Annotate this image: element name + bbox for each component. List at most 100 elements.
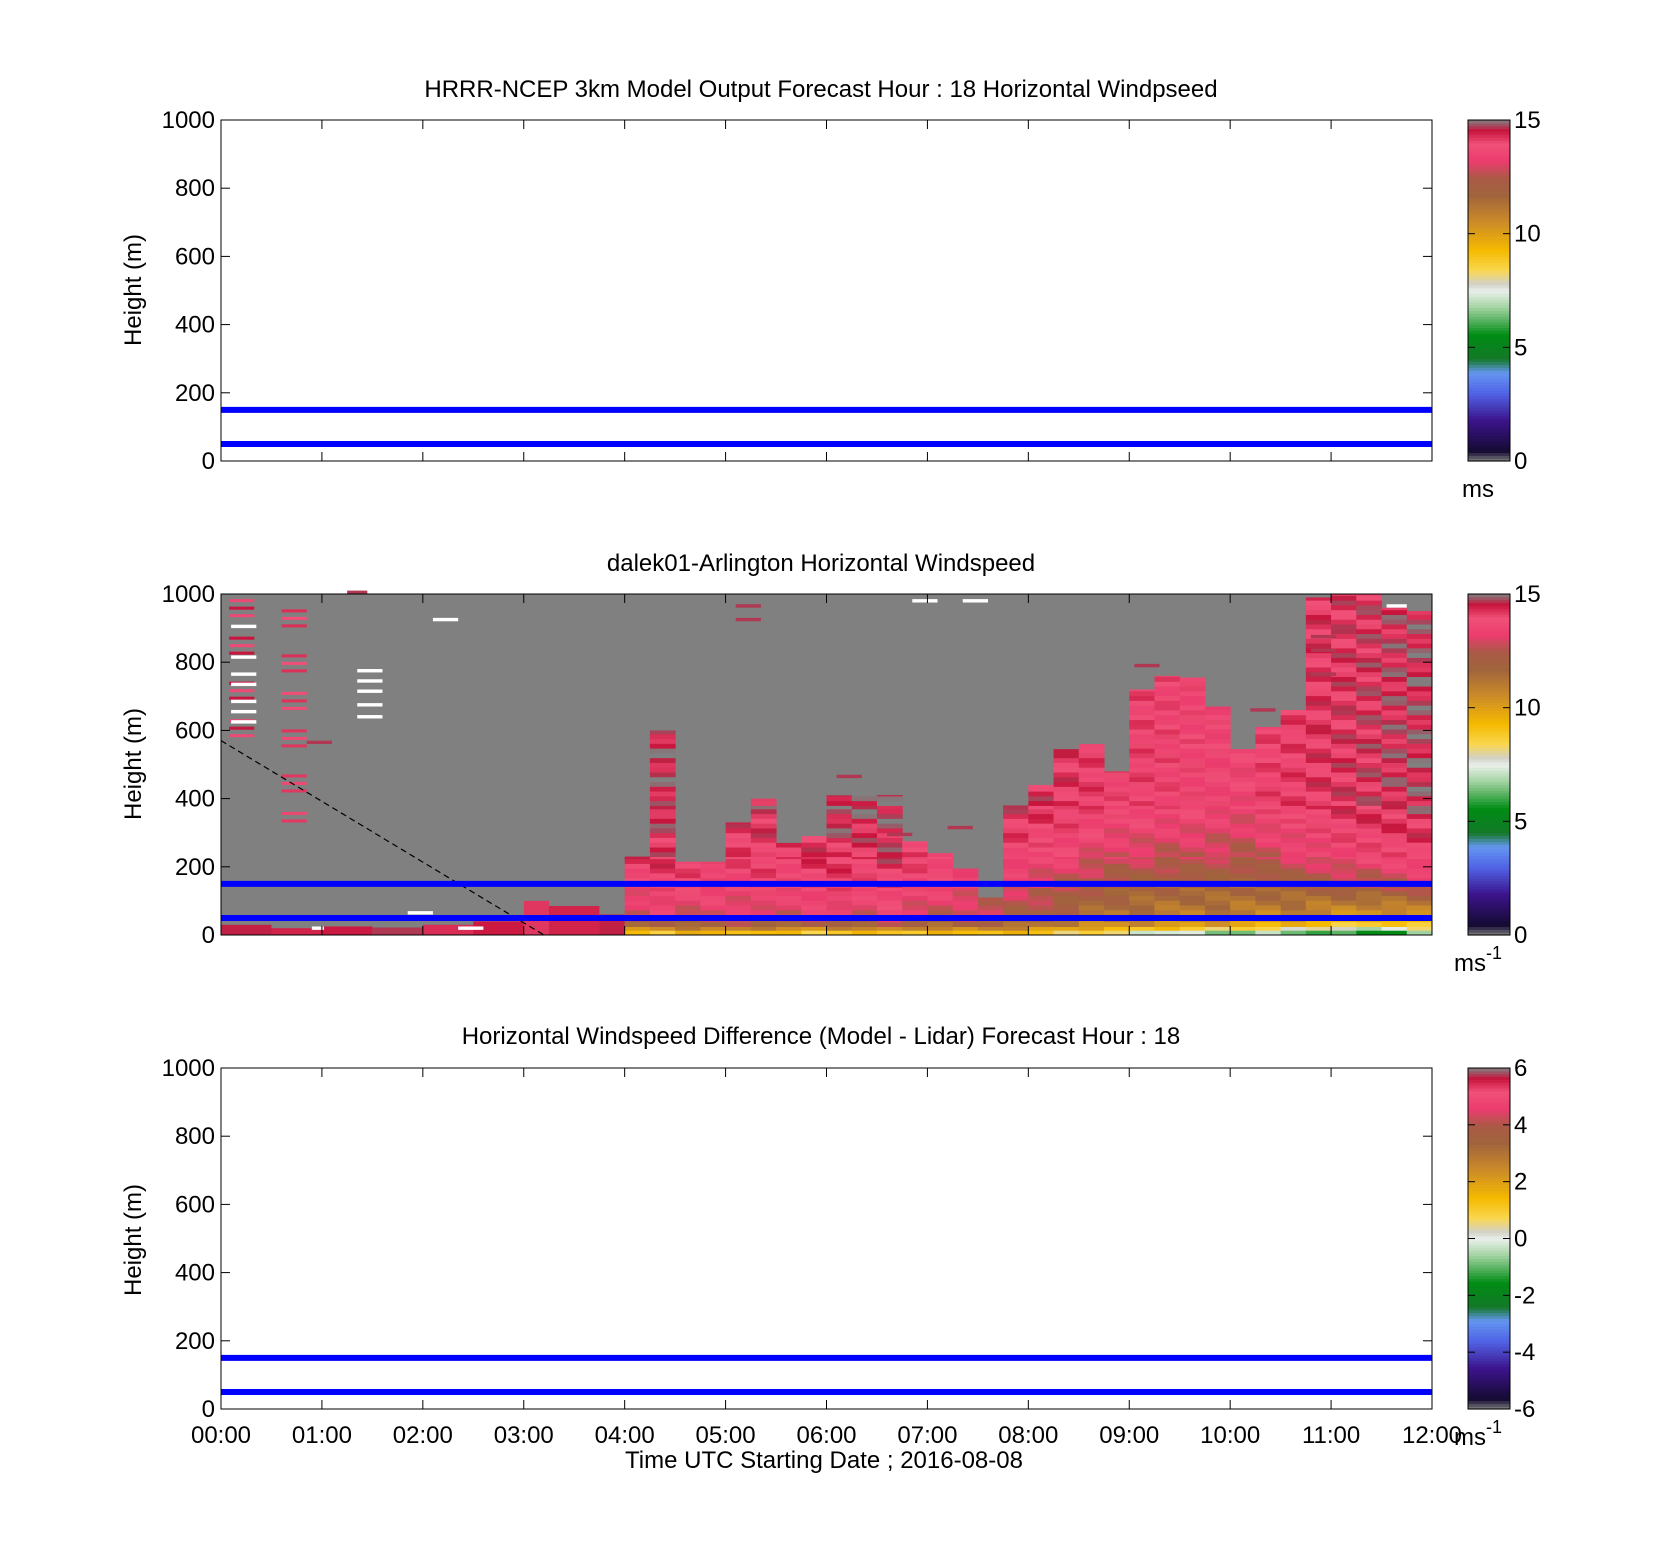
heatmap-cell [851, 851, 878, 858]
colorbar-segment [1468, 639, 1510, 643]
colorbar-segment [1468, 764, 1510, 768]
colorbar-segment [1468, 128, 1510, 132]
heatmap-cell [649, 808, 676, 815]
heatmap-cell [1078, 877, 1105, 883]
x-tick-label: 05:00 [696, 1422, 756, 1449]
x-tick-label: 04:00 [595, 1422, 655, 1449]
heatmap-cell [1129, 689, 1155, 692]
heatmap-cell [1406, 647, 1433, 654]
heatmap-cell [1179, 930, 1206, 936]
heatmap-cell [725, 904, 752, 911]
heatmap-cell [750, 832, 777, 838]
colorbar-segment [1468, 1295, 1510, 1299]
heatmap-cell [1280, 776, 1307, 783]
heatmap-cell [1305, 767, 1332, 773]
colorbar-segment [1468, 353, 1510, 357]
heatmap-cell [1003, 895, 1029, 901]
heatmap-cell [927, 858, 954, 864]
heatmap-cell [876, 856, 903, 860]
heatmap-cell [649, 800, 676, 806]
heatmap-cell [776, 842, 802, 848]
heatmap-cell [776, 868, 802, 874]
heatmap-cell [1406, 705, 1433, 711]
colorbar-segment [1468, 770, 1510, 774]
colorbar-segment [1468, 1301, 1510, 1305]
heatmap-cell [851, 887, 878, 892]
heatmap-cell [1331, 752, 1357, 759]
heatmap-cell [1406, 762, 1433, 768]
colorbar-tick-label: 15 [1514, 107, 1541, 134]
heatmap-cell [826, 837, 853, 843]
colorbar-segment [1468, 125, 1510, 130]
colorbar-segment [1468, 1073, 1510, 1078]
heatmap-cell [1204, 709, 1231, 716]
colorbar-segment [1468, 613, 1510, 618]
colorbar-segment [1468, 247, 1510, 252]
y-tick-label: 800 [175, 649, 215, 676]
heatmap-cell [851, 921, 878, 927]
heatmap-cell [1154, 872, 1181, 879]
heatmap-cell [1331, 772, 1357, 778]
heatmap-cell [750, 863, 777, 869]
heatmap-cell [1305, 909, 1332, 916]
y-tick-label: 600 [175, 1191, 215, 1218]
heatmap-cell [1104, 813, 1130, 819]
heatmap-cell [1310, 648, 1337, 652]
colorbar-segment [1468, 179, 1510, 184]
colorbar-segment [1468, 1099, 1510, 1103]
colorbar-tick-label: 10 [1514, 695, 1541, 722]
heatmap-cell [1154, 781, 1181, 787]
heatmap-cell [1381, 666, 1408, 673]
colorbar-segment [1468, 866, 1510, 871]
heatmap-cell [1078, 921, 1105, 927]
heatmap-cell [725, 851, 752, 858]
heatmap-cell-empty [231, 624, 257, 629]
colorbar-segment [1468, 787, 1510, 791]
panel-lidar-windspeed: dalek01-Arlington Horizontal Windspeed 0… [120, 550, 1541, 977]
heatmap-cell [1305, 772, 1332, 778]
heatmap-cell [1381, 795, 1408, 802]
colorbar-segment [1468, 262, 1510, 266]
colorbar-segment [1468, 647, 1510, 652]
heatmap-cell [1053, 772, 1080, 778]
heatmap-cell [1255, 791, 1282, 797]
heatmap-cell [624, 863, 651, 869]
heatmap-cell [1104, 781, 1130, 787]
heatmap-cell [1381, 818, 1408, 824]
heatmap-cell [1129, 791, 1155, 797]
heatmap-cell [1179, 795, 1206, 802]
colorbar-segment [1468, 889, 1510, 893]
heatmap-cell [281, 819, 307, 823]
heatmap-cell [836, 774, 862, 779]
heatmap-cell-empty [357, 679, 383, 683]
heatmap-cell [1255, 781, 1282, 787]
heatmap-cell [1204, 926, 1231, 931]
heatmap-cell [1305, 752, 1332, 759]
heatmap-cell [1255, 818, 1282, 824]
colorbar-segment [1468, 1173, 1510, 1177]
heatmap-cell [1179, 909, 1206, 916]
heatmap-cell [1331, 705, 1357, 711]
heatmap-cell [229, 726, 255, 730]
heatmap-cell [1280, 895, 1307, 901]
panel-title: HRRR-NCEP 3km Model Output Forecast Hour… [424, 76, 1217, 103]
colorbar-tick-label: 0 [1514, 1226, 1527, 1253]
heatmap-cell [1305, 733, 1332, 740]
heatmap-cell [1078, 926, 1105, 931]
heatmap-cell [1331, 681, 1357, 687]
heatmap-cell [1406, 733, 1433, 740]
heatmap-cell [1406, 858, 1433, 864]
heatmap-cell [776, 909, 802, 916]
heatmap-cell [1331, 847, 1357, 853]
colorbar-segment [1468, 409, 1510, 414]
heatmap-cell [1179, 767, 1206, 773]
colorbar-segment [1468, 653, 1510, 658]
heatmap-cell [851, 900, 878, 906]
heatmap-cell [1381, 808, 1408, 815]
heatmap-cell [1028, 823, 1055, 829]
heatmap-cell [1381, 643, 1408, 649]
heatmap-cell [1406, 786, 1433, 792]
heatmap-cell [952, 904, 979, 911]
heatmap-cell [649, 930, 676, 936]
